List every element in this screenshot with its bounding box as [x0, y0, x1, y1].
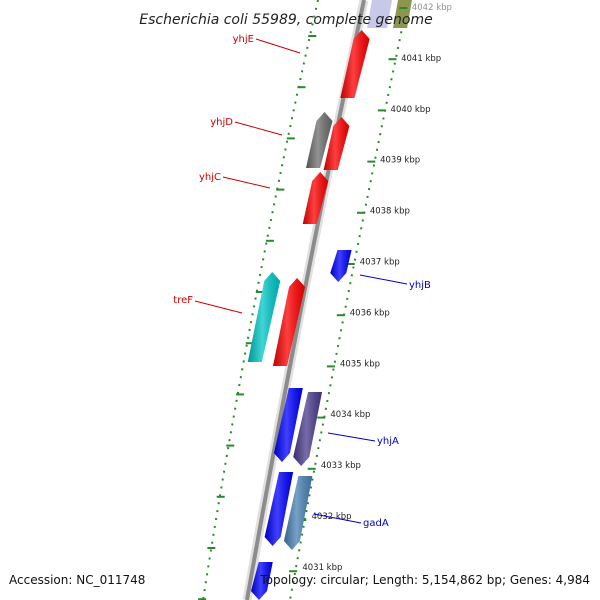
gene-labels: yhjE yhjD yhjC yhjB treF yhjA gadA	[173, 34, 431, 529]
gene-label: yhjB	[409, 280, 431, 291]
leader-line	[327, 432, 376, 442]
topology-text: Topology: circular; Length: 5,154,862 bp…	[260, 573, 590, 587]
gene-label: gadA	[363, 518, 389, 529]
gene-label: yhjD	[210, 117, 233, 128]
gene-arrow-shade	[323, 117, 350, 170]
gene-arrow-shade	[273, 278, 306, 366]
gene-label: yhjA	[377, 436, 399, 447]
scale-label: 4034 kbp	[330, 410, 370, 420]
map-title: Escherichia coli 55989, complete genome	[139, 12, 432, 28]
gene-arrow-shade	[273, 388, 303, 462]
scale-label: 4035 kbp	[340, 359, 380, 369]
gene-arrow-shade	[283, 476, 313, 550]
accession-text: Accession: NC_011748	[9, 573, 146, 587]
leader-line	[194, 300, 243, 314]
gene-label: yhjE	[233, 34, 254, 45]
scale-label: 4039 kbp	[380, 156, 420, 166]
gene-arrow-shade	[340, 30, 370, 98]
gene-arrow-shade	[306, 112, 333, 168]
gene-features	[247, 30, 370, 600]
gene-arrow-shade	[302, 172, 329, 224]
scale-label: 4038 kbp	[370, 207, 410, 217]
leader-line	[255, 38, 301, 54]
gene-arrow-shade	[330, 250, 352, 282]
leader-line	[359, 274, 408, 285]
gene-label: treF	[173, 295, 193, 306]
leader-line	[234, 121, 283, 136]
scale-label: 4042 kbp	[412, 3, 452, 13]
gene-arrow-shade	[293, 392, 323, 466]
scale-label: 4033 kbp	[321, 461, 361, 471]
scale-label: 4036 kbp	[350, 308, 390, 318]
gene-arrow-shade	[247, 272, 281, 362]
scale-label: 4031 kbp	[302, 563, 342, 573]
leader-line	[222, 176, 271, 189]
gene-arrow-shade	[264, 472, 294, 546]
gene-label: yhjC	[199, 172, 221, 183]
scale-label: 4037 kbp	[360, 258, 400, 268]
partial-gene-box	[367, 0, 392, 28]
scale-label: 4040 kbp	[391, 105, 431, 115]
gene-arrow-shade	[251, 562, 273, 600]
tick-marks	[198, 7, 408, 600]
scale-label: 4041 kbp	[401, 54, 441, 64]
leader-line	[313, 513, 362, 524]
